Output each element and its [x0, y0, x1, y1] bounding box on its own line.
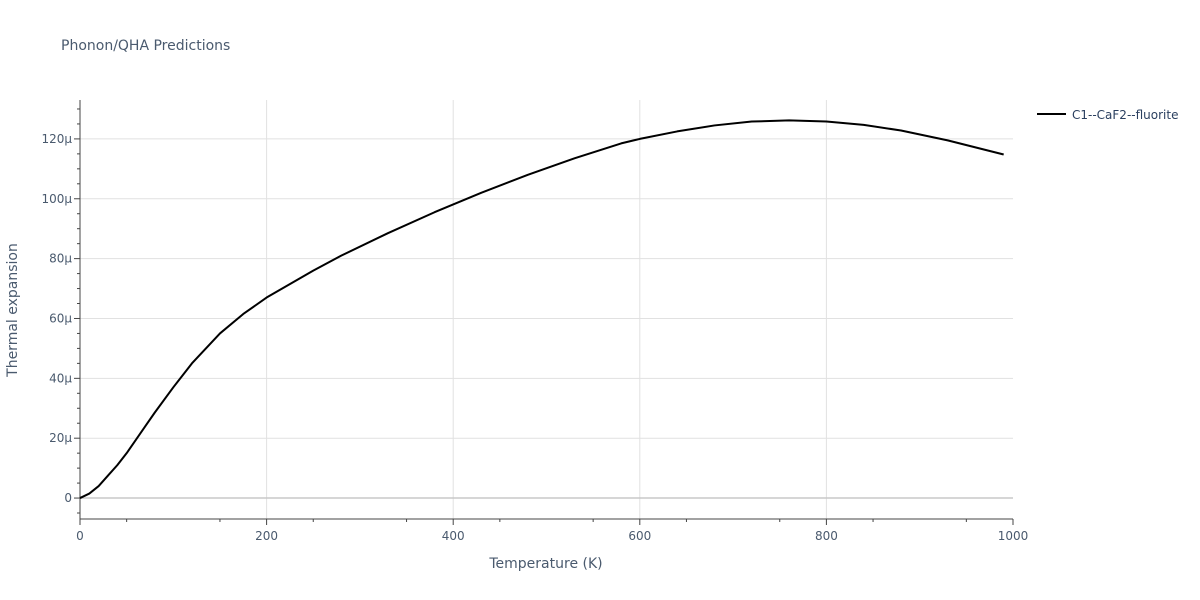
y-tick-label: 0: [64, 491, 72, 505]
y-axis-ticks: 0 20μ 40μ 60μ 80μ 100μ 120μ: [41, 108, 80, 514]
plot-lines: [79, 119, 1004, 499]
y-tick-label: 100μ: [41, 192, 72, 206]
x-tick-label: 400: [442, 529, 465, 543]
x-tick-label: 1000: [998, 529, 1029, 543]
legend-label: C1--CaF2--fluorite: [1072, 108, 1178, 122]
y-tick-label: 120μ: [41, 132, 72, 146]
y-tick-label: 60μ: [49, 311, 72, 325]
x-tick-label: 200: [255, 529, 278, 543]
x-axis-title: Temperature (K): [488, 556, 602, 572]
y-tick-label: 20μ: [49, 431, 72, 445]
x-tick-label: 600: [628, 529, 651, 543]
x-tick-label: 800: [815, 529, 838, 543]
axes: [79, 100, 1013, 520]
y-tick-label: 40μ: [49, 371, 72, 385]
legend[interactable]: C1--CaF2--fluorite: [1037, 108, 1178, 122]
series-line: [79, 119, 1004, 499]
y-axis-title: Thermal expansion: [5, 243, 21, 378]
y-tick-label: 80μ: [49, 252, 72, 266]
grid-lines: [80, 100, 1013, 519]
x-tick-label: 0: [76, 529, 84, 543]
x-axis-ticks: 0 200 400 600 800 1000: [76, 519, 1028, 543]
chart-title: Phonon/QHA Predictions: [61, 38, 230, 54]
